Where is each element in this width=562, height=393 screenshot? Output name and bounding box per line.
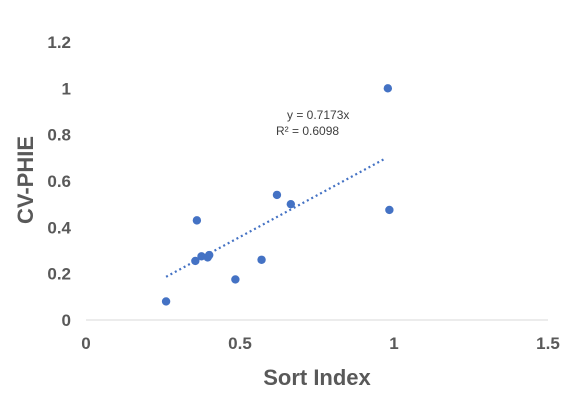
data-point <box>383 84 393 93</box>
x-axis-title: Sort Index <box>263 365 371 390</box>
x-tick-label: 1 <box>389 334 398 353</box>
data-points <box>161 84 394 306</box>
x-tick-label: 0.5 <box>228 334 252 353</box>
y-tick-label: 0.2 <box>47 265 71 284</box>
x-tick-label: 0 <box>81 334 90 353</box>
y-tick-label: 0.4 <box>47 218 71 237</box>
x-tick-label: 1.5 <box>536 334 560 353</box>
y-tick-label: 0.8 <box>47 126 71 145</box>
data-point <box>161 297 171 306</box>
data-point <box>205 250 214 260</box>
trendline-equation: y = 0.7173x <box>287 108 349 122</box>
trendline-r-squared: R² = 0.6098 <box>276 124 339 138</box>
data-point <box>192 216 202 225</box>
y-axis-title: CV-PHIE <box>13 136 38 224</box>
x-axis-ticks: 0 0.5 1 1.5 <box>81 334 560 353</box>
y-tick-label: 1 <box>62 79 71 98</box>
y-tick-label: 0.6 <box>47 172 71 191</box>
data-point <box>286 199 296 209</box>
y-tick-label: 0 <box>62 311 71 330</box>
data-point <box>191 256 200 266</box>
data-point <box>385 205 394 215</box>
y-tick-label: 1.2 <box>47 33 71 52</box>
y-axis-ticks: 0 0.2 0.4 0.6 0.8 1 1.2 <box>47 33 71 330</box>
data-point <box>231 275 240 284</box>
data-point <box>257 255 266 264</box>
data-point <box>272 190 282 200</box>
